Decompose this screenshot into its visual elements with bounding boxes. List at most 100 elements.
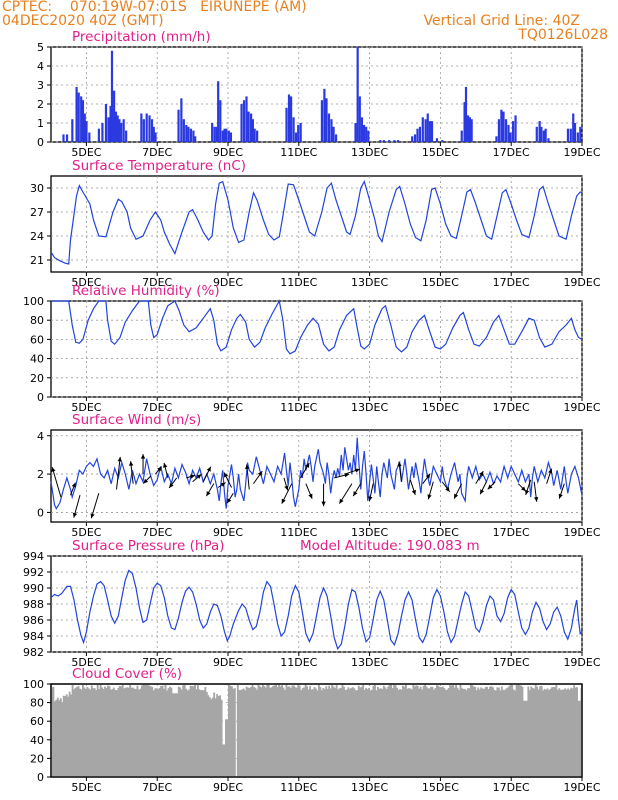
precip-bar: [247, 111, 250, 142]
cloud-cover-bar: [409, 688, 412, 777]
precip-bar: [125, 130, 128, 142]
cloud-cover-bar: [385, 689, 388, 777]
cloud-cover-bar: [322, 687, 325, 777]
cloud-cover-bar: [568, 689, 571, 777]
cloud-cover-bar: [105, 687, 108, 777]
cloud-cover-bar: [565, 689, 568, 777]
cloud-cover-bar: [84, 688, 87, 777]
cloud-cover-bar: [146, 684, 149, 777]
y-tick-label: 986: [23, 614, 44, 627]
wind-arrow-head: [521, 486, 526, 492]
precip-bar: [223, 128, 226, 142]
precip-bar: [85, 121, 88, 142]
precip-bar: [83, 113, 86, 142]
panel-frame: [50, 300, 583, 398]
cloud-cover-bar: [434, 687, 437, 777]
x-tick-label: 7DEC: [142, 401, 172, 414]
cloud-cover-bar: [223, 744, 226, 777]
cloud-cover-bar: [104, 686, 106, 777]
y-tick-label: 40: [30, 353, 44, 366]
x-tick-label: 19DEC: [563, 656, 600, 669]
cloud-cover-bar: [229, 685, 232, 777]
wind-arrow-head: [190, 474, 195, 479]
cloud-cover-bar: [418, 688, 421, 777]
cloud-cover-bar: [577, 700, 580, 777]
y-tick-label: 0: [37, 136, 44, 149]
precip-bar: [187, 126, 190, 142]
cloud-cover-bar: [79, 688, 81, 777]
cloud-cover-bar: [511, 684, 514, 777]
precip-bar: [502, 111, 505, 142]
cloud-cover-bar: [456, 687, 459, 777]
cloud-cover-bar: [169, 686, 171, 777]
cloud-cover-bar: [375, 690, 378, 777]
cloud-cover-bar: [96, 684, 99, 777]
cloud-cover-bar: [393, 684, 396, 777]
wind-arrow-head: [411, 489, 416, 495]
precip-bar: [225, 128, 228, 142]
cloud-cover-bar: [253, 687, 255, 777]
panel-title: Surface Temperature (nC): [72, 158, 246, 174]
precip-bar: [65, 134, 69, 142]
y-tick-label: 27: [30, 206, 44, 219]
cloud-cover-bar: [53, 701, 56, 777]
cloud-cover-bar: [537, 689, 540, 777]
x-tick-label: 15DEC: [422, 276, 459, 289]
x-tick-label: 9DEC: [213, 276, 243, 289]
cloud-cover-bar: [239, 690, 242, 777]
wind-arrow-head: [480, 489, 485, 495]
cloud-cover-bar: [559, 689, 562, 777]
wind-arrow-head: [548, 468, 553, 474]
precip-bar: [250, 113, 253, 142]
cloud-cover-bar: [86, 686, 89, 777]
cloud-cover-bar: [76, 686, 78, 777]
cloud-cover-bar: [112, 687, 115, 777]
wind-arrow-head: [479, 471, 484, 477]
cloud-cover-bar: [502, 689, 505, 777]
cloud-cover-bar: [294, 687, 297, 777]
x-tick-label: 11DEC: [280, 146, 317, 159]
cloud-cover-bar: [287, 686, 289, 777]
wind-arrow-head: [71, 482, 76, 488]
cloud-cover-bar: [115, 690, 118, 777]
precip-bar: [213, 126, 216, 142]
cloud-cover-bar: [161, 685, 164, 777]
cloud-cover-bar: [282, 687, 285, 777]
cloud-cover-bar: [68, 691, 71, 777]
cloud-cover-bar: [316, 690, 319, 777]
precip-bar: [253, 128, 256, 142]
precip-bar: [62, 134, 65, 142]
wind-arrow-head: [321, 501, 326, 507]
cloud-cover-bar: [319, 687, 322, 777]
cloud-cover-bar: [480, 687, 483, 777]
cloud-cover-bar: [443, 688, 446, 777]
cloud-cover-bar: [469, 684, 472, 777]
cloud-cover-bar: [192, 686, 195, 777]
x-tick-label: 11DEC: [280, 401, 317, 414]
cloud-cover-bar: [210, 699, 213, 777]
cloud-cover-bar: [117, 687, 120, 777]
cloud-cover-bar: [182, 685, 185, 777]
cloud-cover-bar: [250, 686, 252, 777]
cloud-cover-bar: [422, 685, 425, 777]
precip-bar: [221, 130, 224, 142]
y-tick-label: 20: [30, 752, 44, 765]
cloud-cover-bar: [139, 688, 142, 777]
cloud-cover-bar: [102, 688, 105, 777]
precip-bar: [327, 113, 331, 142]
x-tick-label: 13DEC: [351, 656, 388, 669]
y-tick-label: 80: [30, 697, 44, 710]
cloud-cover-bar: [263, 686, 266, 777]
cloud-cover-bar: [98, 688, 101, 777]
cloud-cover-bar: [413, 686, 416, 777]
cloud-cover-bar: [514, 690, 517, 777]
cloud-cover-bar: [403, 686, 406, 777]
precip-bar: [75, 86, 78, 142]
x-tick-label: 9DEC: [213, 781, 243, 794]
cloud-cover-bar: [344, 689, 347, 777]
cloud-cover-bar: [365, 687, 368, 777]
cloud-cover-bar: [176, 693, 179, 777]
precip-bar: [154, 132, 157, 142]
precip-bar: [81, 100, 85, 142]
precip-bar: [418, 126, 422, 142]
